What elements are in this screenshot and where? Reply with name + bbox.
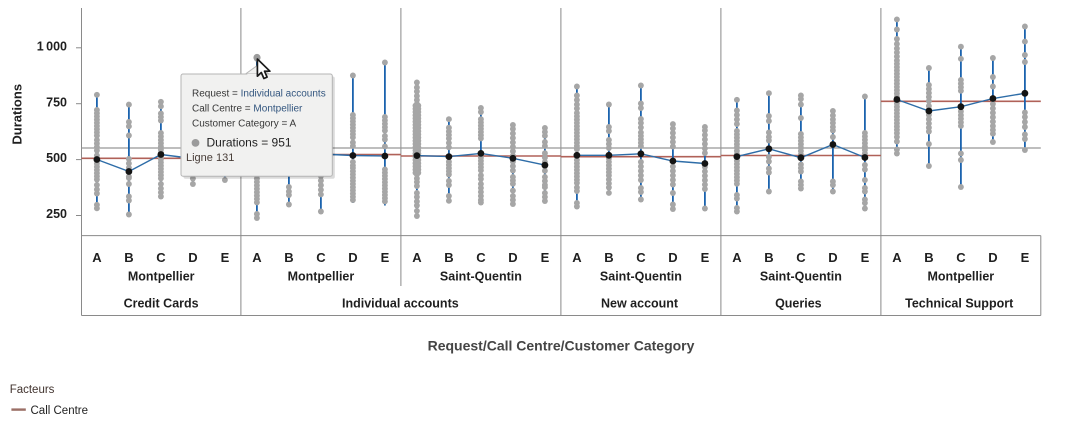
svg-text:D: D — [188, 250, 197, 265]
svg-text:Individual accounts: Individual accounts — [342, 296, 459, 310]
svg-text:Saint-Quentin: Saint-Quentin — [440, 269, 522, 283]
svg-text:D: D — [508, 250, 517, 265]
svg-text:Technical Support: Technical Support — [905, 296, 1014, 310]
svg-text:Customer Category = A: Customer Category = A — [192, 119, 297, 130]
svg-text:E: E — [541, 250, 550, 265]
svg-text:1 000: 1 000 — [37, 39, 67, 53]
svg-text:E: E — [861, 250, 870, 265]
svg-text:Saint-Quentin: Saint-Quentin — [760, 269, 842, 283]
svg-text:E: E — [381, 250, 390, 265]
svg-text:C: C — [476, 250, 486, 265]
svg-text:B: B — [124, 250, 133, 265]
svg-text:Queries: Queries — [775, 296, 822, 310]
svg-text:D: D — [828, 250, 837, 265]
svg-text:D: D — [348, 250, 357, 265]
svg-text:E: E — [1021, 250, 1030, 265]
svg-text:Call Centre = Montpellier: Call Centre = Montpellier — [192, 104, 303, 115]
svg-text:B: B — [604, 250, 613, 265]
svg-text:B: B — [284, 250, 293, 265]
svg-text:Credit Cards: Credit Cards — [124, 296, 199, 310]
svg-text:A: A — [572, 250, 582, 265]
svg-text:Durations = 951: Durations = 951 — [207, 136, 292, 150]
svg-text:Facteurs: Facteurs — [10, 384, 55, 396]
svg-text:Request/Call Centre/Customer C: Request/Call Centre/Customer Category — [428, 338, 695, 354]
svg-text:750: 750 — [46, 95, 67, 109]
svg-text:C: C — [636, 250, 646, 265]
svg-text:Ligne 131: Ligne 131 — [186, 152, 234, 164]
svg-text:A: A — [732, 250, 742, 265]
svg-text:E: E — [701, 250, 710, 265]
svg-text:Montpellier: Montpellier — [288, 269, 355, 283]
svg-text:250: 250 — [46, 207, 67, 221]
svg-text:C: C — [156, 250, 166, 265]
svg-text:A: A — [92, 250, 102, 265]
svg-text:D: D — [988, 250, 997, 265]
svg-text:Call Centre: Call Centre — [31, 405, 89, 417]
svg-text:Durations: Durations — [10, 84, 25, 145]
svg-text:A: A — [412, 250, 422, 265]
svg-text:Montpellier: Montpellier — [928, 269, 995, 283]
svg-text:B: B — [764, 250, 773, 265]
svg-text:C: C — [956, 250, 966, 265]
svg-text:500: 500 — [46, 151, 67, 165]
svg-text:Montpellier: Montpellier — [128, 269, 195, 283]
svg-text:A: A — [252, 250, 262, 265]
svg-text:Saint-Quentin: Saint-Quentin — [600, 269, 682, 283]
svg-text:B: B — [924, 250, 933, 265]
svg-text:E: E — [221, 250, 230, 265]
svg-text:C: C — [316, 250, 326, 265]
svg-text:A: A — [892, 250, 902, 265]
svg-text:C: C — [796, 250, 806, 265]
svg-text:Request = Individual accounts: Request = Individual accounts — [192, 89, 326, 100]
svg-text:B: B — [444, 250, 453, 265]
svg-text:D: D — [668, 250, 677, 265]
svg-text:New account: New account — [601, 296, 679, 310]
